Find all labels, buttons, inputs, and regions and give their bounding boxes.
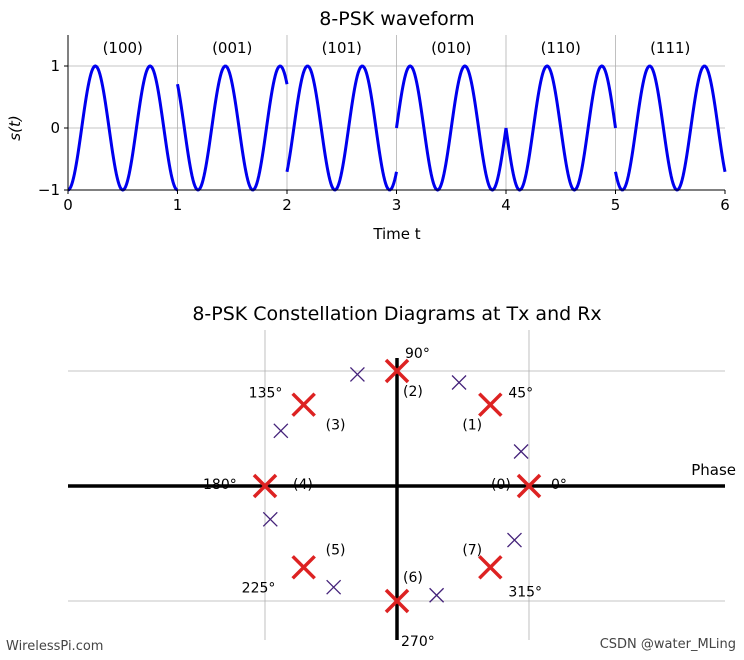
- constellation-title: 8-PSK Constellation Diagrams at Tx and R…: [192, 303, 601, 325]
- waveform-symbol-label: (100): [103, 39, 143, 57]
- waveform-x-tick-label: 5: [611, 196, 621, 214]
- tx-point-marker: [516, 473, 542, 499]
- constellation-angle-label: 270°: [401, 634, 435, 650]
- watermark-right: CSDN @water_MLing: [600, 637, 736, 652]
- tx-point-stroke: [291, 555, 316, 580]
- tx-point-stroke: [478, 392, 503, 417]
- constellation-index-label: (3): [326, 418, 346, 434]
- rx-point-marker: [513, 444, 529, 459]
- tx-points: [252, 358, 542, 614]
- waveform-segment: [395, 64, 508, 192]
- tx-point-marker: [384, 588, 410, 614]
- constellation-angle-label: 0°: [551, 477, 567, 493]
- waveform-segment: [614, 64, 727, 192]
- waveform-x-tick-label: 1: [173, 196, 183, 214]
- waveform-segment: [504, 64, 617, 192]
- constellation-index-label: (0): [491, 477, 511, 493]
- constellation-index-label: (6): [403, 570, 423, 586]
- waveform-x-tick-label: 0: [63, 196, 73, 214]
- tx-point-marker: [478, 555, 503, 580]
- constellation-index-label: (5): [326, 542, 346, 558]
- waveform-y-label: s(t): [6, 115, 24, 140]
- constellation-angle-label: 225°: [242, 580, 276, 596]
- watermark-left: WirelessPi.com: [6, 639, 103, 654]
- rx-point-marker: [507, 532, 522, 548]
- rx-point-marker: [326, 579, 342, 595]
- constellation-axes: [68, 358, 725, 640]
- rx-point-marker: [349, 366, 365, 382]
- tx-point-stroke: [291, 392, 316, 417]
- rx-point-stroke: [262, 511, 278, 527]
- rx-point-marker: [451, 375, 467, 390]
- waveform-y-tick-label: 1: [50, 57, 60, 75]
- rx-point-stroke: [326, 579, 342, 595]
- constellation-phase-label: Phase: [691, 461, 736, 479]
- waveform-x-tick-label: 2: [282, 196, 292, 214]
- waveform-x-tick-label: 4: [501, 196, 511, 214]
- waveform-symbol-label: (010): [431, 39, 471, 57]
- tx-point-marker: [478, 392, 503, 417]
- constellation-angle-label: 180°: [203, 477, 237, 493]
- rx-point-marker: [429, 587, 445, 603]
- waveform-x-tick-label: 3: [392, 196, 402, 214]
- tx-point-marker: [252, 473, 278, 499]
- waveform-symbol-label: (101): [322, 39, 362, 57]
- constellation-chart: 8-PSK Constellation Diagrams at Tx and R…: [68, 303, 736, 650]
- waveform-ticks: 0 1 2 3 4 5 6−101: [38, 57, 730, 214]
- waveform-grid: [68, 35, 725, 191]
- tx-point-marker: [291, 392, 316, 417]
- waveform-x-tick-label: 6: [720, 196, 730, 214]
- tx-point-stroke: [384, 588, 410, 614]
- waveform-segment: [176, 64, 289, 192]
- constellation-index-label: (1): [462, 418, 482, 434]
- rx-points: [262, 366, 529, 603]
- waveform-title: 8-PSK waveform: [319, 8, 474, 30]
- constellation-index-label: (7): [462, 542, 482, 558]
- constellation-angle-label: 315°: [508, 584, 542, 600]
- waveform-symbol-label: (001): [212, 39, 252, 57]
- waveform-y-tick-label: −1: [38, 181, 60, 199]
- waveform-x-label: Time t: [372, 225, 420, 243]
- rx-point-stroke: [451, 375, 467, 390]
- tx-point-marker: [291, 555, 316, 580]
- rx-point-marker: [262, 511, 278, 527]
- waveform-y-tick-label: 0: [50, 119, 60, 137]
- constellation-index-label: (4): [293, 477, 313, 493]
- tx-point-stroke: [516, 473, 542, 499]
- tx-point-stroke: [478, 555, 503, 580]
- constellation-angle-label: 135°: [249, 386, 283, 402]
- constellation-angle-label: 45°: [508, 386, 533, 402]
- rx-point-stroke: [513, 444, 529, 459]
- waveform-symbol-label: (110): [541, 39, 581, 57]
- rx-point-stroke: [349, 366, 365, 382]
- waveform-symbol-labels: (100) (001) (101) (010) (110) (111): [103, 39, 691, 57]
- rx-point-stroke: [507, 532, 522, 548]
- constellation-index-label: (2): [403, 384, 423, 400]
- rx-point-marker: [273, 423, 289, 439]
- tx-point-stroke: [252, 473, 278, 499]
- tx-point-stroke: [384, 358, 410, 384]
- tx-point-marker: [384, 358, 410, 384]
- rx-point-stroke: [273, 423, 289, 439]
- waveform-segment: [285, 64, 398, 192]
- rx-point-stroke: [429, 587, 445, 603]
- waveform-symbol-label: (111): [650, 39, 690, 57]
- constellation-angle-label: 90°: [405, 346, 430, 362]
- waveform-chart: 8-PSK waveform 0 1 2 3 4 5 6−101 (100) (001) (10…: [6, 8, 730, 243]
- constellation-point-labels: (0) 0° (1) 45° (2) 90° (3) 135° (4) 180° (5) 225° (6…: [203, 346, 567, 650]
